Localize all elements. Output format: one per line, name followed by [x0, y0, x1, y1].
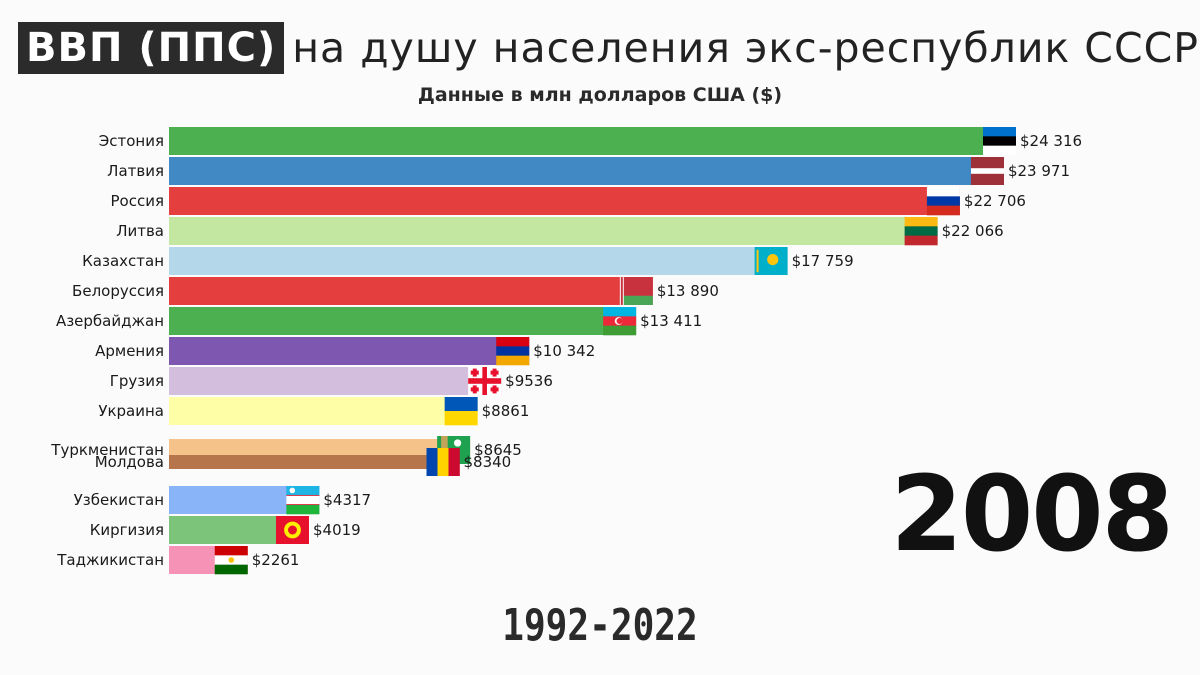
bar-azerbaijan: [169, 307, 637, 335]
bar-kazakhstan: [169, 247, 788, 275]
category-label: Киргизия: [90, 521, 164, 539]
category-label: Туркменистан: [50, 441, 164, 459]
bar-latvia: [169, 157, 1004, 185]
value-label: $17 759: [792, 252, 854, 270]
estonia-flag-icon: [983, 127, 1016, 156]
value-label: $22 066: [942, 222, 1004, 240]
year-range: 1992-2022: [502, 600, 698, 651]
bar-ukraine: [169, 397, 478, 425]
kazakhstan-flag-icon: [754, 247, 788, 275]
russia-flag-icon: [926, 187, 960, 216]
bar-estonia: [169, 127, 1016, 155]
category-label: Эстония: [99, 132, 164, 150]
kyrgyzstan-flag-icon: [275, 516, 309, 544]
value-label: $13 890: [657, 282, 719, 300]
year-label: 2008: [890, 453, 1174, 575]
bar-lithuania: [169, 217, 938, 245]
category-label: Азербайджан: [56, 312, 164, 330]
category-label: Армения: [95, 342, 164, 360]
category-label: Россия: [111, 192, 165, 210]
bar-belarus: [169, 277, 653, 305]
value-label: $8340: [464, 453, 512, 471]
page-title: на душу населения экс-республик СССР: [292, 24, 1199, 72]
ukraine-flag-icon: [444, 397, 478, 426]
value-label: $24 316: [1020, 132, 1082, 150]
bar-moldova: [169, 455, 460, 469]
category-label: Литва: [116, 222, 164, 240]
category-label: Казахстан: [82, 252, 164, 270]
title-row: ВВП (ППС) на душу населения экс-республи…: [18, 22, 1199, 74]
value-label: $9536: [505, 372, 553, 390]
title-highlight: ВВП (ППС): [18, 22, 285, 74]
category-label: Латвия: [107, 162, 164, 180]
value-label: $8861: [482, 402, 530, 420]
value-label: $23 971: [1008, 162, 1070, 180]
category-label: Белоруссия: [72, 282, 164, 300]
value-label: $10 342: [533, 342, 595, 360]
bar-armenia: [169, 337, 530, 365]
bar-russia: [169, 187, 960, 215]
bar-georgia: [169, 367, 502, 395]
moldova-flag-icon: [426, 448, 460, 476]
azerbaijan-flag-icon: [603, 307, 637, 336]
armenia-flag-icon: [496, 337, 530, 366]
lithuania-flag-icon: [904, 217, 938, 246]
value-label: $8645: [474, 441, 522, 459]
chart-subtitle: Данные в млн долларов США ($): [417, 84, 783, 106]
value-label: $22 706: [964, 192, 1026, 210]
tajikistan-flag-icon: [214, 546, 248, 575]
category-label: Грузия: [110, 372, 164, 390]
value-label: $2261: [252, 551, 300, 569]
category-label: Украина: [98, 402, 164, 420]
value-label: $4317: [323, 491, 371, 509]
value-label: $4019: [313, 521, 361, 539]
value-label: $13 411: [640, 312, 702, 330]
latvia-flag-icon: [970, 157, 1004, 185]
belarus-flag-icon: [619, 277, 653, 305]
georgia-flag-icon: [468, 367, 502, 395]
category-label: Узбекистан: [74, 491, 164, 509]
uzbekistan-flag-icon: [286, 486, 320, 515]
category-label: Молдова: [95, 453, 164, 471]
category-label: Таджикистан: [56, 551, 164, 569]
